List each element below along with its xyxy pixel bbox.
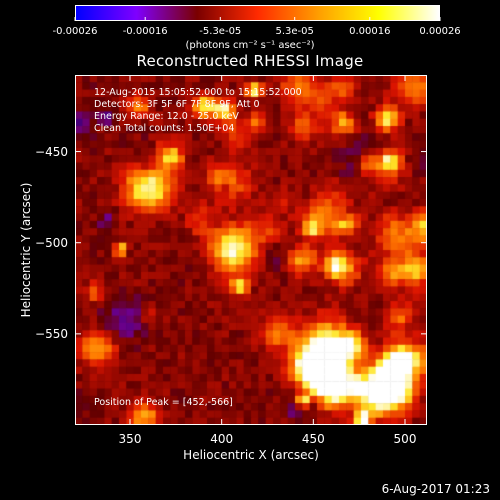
- colorbar-tick-label: -5.3e-05: [199, 26, 242, 37]
- peak-position-label: Position of Peak = [452,-566]: [94, 397, 233, 408]
- timestamp: 6-Aug-2017 01:23: [381, 482, 490, 496]
- plot-frame: [75, 75, 427, 425]
- y-tick-label: −450: [35, 144, 68, 159]
- x-tick-label: 500: [393, 432, 417, 446]
- colorbar-tick-label: 0.00016: [349, 26, 391, 37]
- x-tick-label: 400: [210, 432, 234, 446]
- energy-range-label: Energy Range: 12.0 - 25.0 keV: [94, 111, 239, 122]
- y-tick-label: −500: [35, 235, 68, 250]
- heatmap-image: [75, 75, 427, 425]
- colorbar-tick-label: 5.3e-05: [275, 26, 314, 37]
- x-tick-label: 350: [118, 432, 142, 446]
- colorbar-tick-label: -0.00026: [52, 26, 98, 37]
- time-range-label: 12-Aug-2015 15:05:52.000 to 15:15:52.000: [94, 87, 302, 98]
- clean-counts-label: Clean Total counts: 1.50E+04: [94, 123, 235, 134]
- detectors-label: Detectors: 3F 5F 6F 7F 8F 9F, Att 0: [94, 99, 260, 110]
- x-axis-label: Heliocentric X (arcsec): [183, 448, 319, 462]
- colorbar-tick-label: 0.00026: [419, 26, 461, 37]
- chart-title: Reconstructed RHESSI Image: [136, 52, 364, 70]
- y-tick-label: −550: [35, 326, 68, 341]
- colorbar-units: (photons cm⁻² s⁻¹ asec⁻²): [185, 40, 315, 51]
- y-axis-label: Heliocentric Y (arcsec): [19, 182, 33, 318]
- colorbar: [75, 5, 440, 21]
- colorbar-tick-label: -0.00016: [122, 26, 168, 37]
- x-tick-label: 450: [301, 432, 325, 446]
